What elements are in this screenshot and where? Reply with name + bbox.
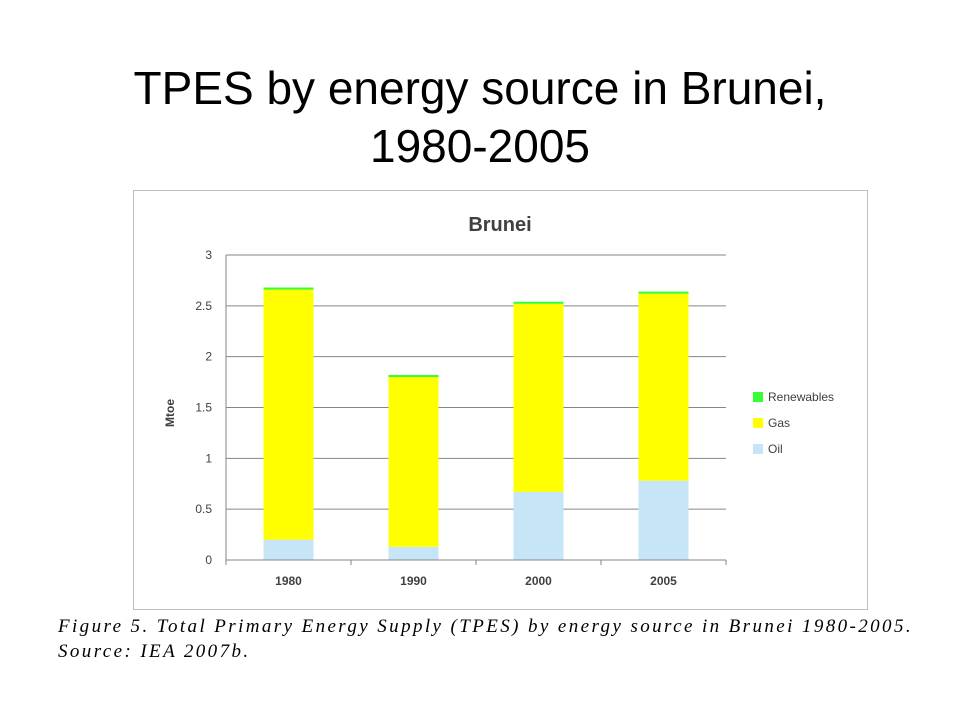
bar-gas-2005 <box>638 293 689 481</box>
bar-oil-2000 <box>513 491 564 560</box>
bar-gas-1990 <box>388 377 439 547</box>
bar-oil-2005 <box>638 480 689 560</box>
legend-swatch-oil <box>753 444 763 454</box>
legend-label-gas: Gas <box>768 416 790 430</box>
bar-gas-1980 <box>263 289 314 540</box>
slide-title-line-1: TPES by energy source in Brunei, <box>133 61 827 114</box>
chart-title: Brunei <box>468 214 531 236</box>
bars <box>263 287 689 560</box>
x-tick-label: 2005 <box>650 574 677 588</box>
x-tick-label: 2000 <box>525 574 552 588</box>
stacked-bar-chart: Brunei Mtoe 0 0.5 1 1.5 2 2.5 3 1980 1990 2000 200… <box>163 214 834 588</box>
bar-renewables-1990 <box>388 374 439 377</box>
y-tick-label: 1 <box>205 451 212 465</box>
legend-swatch-gas <box>753 418 763 428</box>
y-axis-label: Mtoe <box>163 399 177 427</box>
legend: Renewables Gas Oil <box>753 390 834 456</box>
x-tick-label: 1980 <box>275 574 302 588</box>
legend-label-oil: Oil <box>768 442 783 456</box>
bar-renewables-1980 <box>263 287 314 290</box>
chart-frame: Brunei Mtoe 0 0.5 1 1.5 2 2.5 3 1980 1990 2000 200… <box>133 190 868 610</box>
figure-caption: Figure 5. Total Primary Energy Supply (T… <box>58 614 938 664</box>
y-tick-label: 1.5 <box>195 401 212 415</box>
x-tick-label: 1990 <box>400 574 427 588</box>
bar-oil-1980 <box>263 539 314 560</box>
caption-line-2: Source: IEA 2007b. <box>58 641 251 662</box>
caption-line-1: Figure 5. Total Primary Energy Supply (T… <box>58 616 914 637</box>
bar-renewables-2005 <box>638 291 689 294</box>
y-tick-label: 2.5 <box>195 299 212 313</box>
y-tick-label: 0 <box>205 553 212 567</box>
y-tick-label: 2 <box>205 350 212 364</box>
y-tick-label: 3 <box>205 248 212 262</box>
axes: 0 0.5 1 1.5 2 2.5 3 1980 1990 2000 2005 <box>195 248 727 588</box>
bar-oil-1990 <box>388 546 439 560</box>
slide-title-line-2: 1980-2005 <box>370 119 590 172</box>
bar-renewables-2000 <box>513 301 564 304</box>
legend-label-renewables: Renewables <box>768 390 834 404</box>
legend-swatch-renewables <box>753 392 763 402</box>
bar-gas-2000 <box>513 303 564 492</box>
slide-title: TPES by energy source in Brunei, 1980-20… <box>40 59 920 175</box>
y-tick-label: 0.5 <box>195 502 212 516</box>
